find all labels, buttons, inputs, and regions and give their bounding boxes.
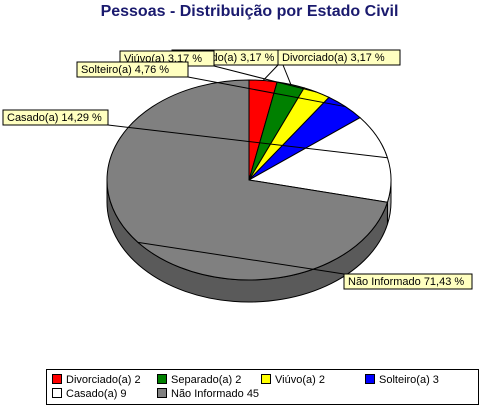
legend-swatch: [365, 374, 375, 384]
legend-item-solteiro: Solteiro(a) 3: [365, 373, 439, 387]
legend-label: Não Informado 45: [171, 388, 260, 400]
legend-swatch: [261, 374, 271, 384]
legend-item-separado: Separado(a) 2: [157, 373, 241, 387]
legend-label: Divorciado(a) 2: [66, 374, 141, 386]
legend-item-casado: Casado(a) 9: [52, 387, 127, 401]
data-label-box-5: [343, 273, 473, 290]
data-label-box-4: [2, 109, 109, 126]
data-label-5: Não Informado 71,43 %: [348, 276, 464, 288]
legend-item-nao-informado: Não Informado 45: [157, 387, 259, 401]
leader-line-3: [187, 76, 346, 108]
legend-label: Casado(a) 9: [66, 388, 127, 400]
chart-legend: Divorciado(a) 2 Separado(a) 2 Viúvo(a) 2…: [46, 369, 479, 405]
leader-line-1: [282, 64, 292, 85]
legend-label: Separado(a) 2: [171, 374, 242, 386]
leader-line-4: [107, 124, 388, 159]
data-label-0: Divorciado(a) 3,17 %: [282, 52, 385, 64]
legend-swatch: [52, 388, 62, 398]
legend-swatch: [52, 374, 62, 384]
legend-swatch: [157, 388, 167, 398]
legend-item-divorciado: Divorciado(a) 2: [52, 373, 141, 387]
legend-label: Solteiro(a) 3: [379, 374, 439, 386]
data-label-3: Solteiro(a) 4,76 %: [81, 64, 169, 76]
data-label-4: Casado(a) 14,29 %: [7, 112, 102, 124]
legend-swatch: [157, 374, 167, 384]
data-label-box-0: [277, 49, 401, 66]
chart-title: Pessoas - Distribuição por Estado Civil: [100, 3, 399, 20]
leader-line-5: [137, 241, 345, 275]
leader-line-2: [213, 65, 318, 93]
legend-item-viuvo: Viúvo(a) 2: [261, 373, 325, 387]
data-label-box-3: [76, 61, 189, 78]
leader-line-0: [262, 64, 279, 81]
legend-label: Viúvo(a) 2: [275, 374, 325, 386]
